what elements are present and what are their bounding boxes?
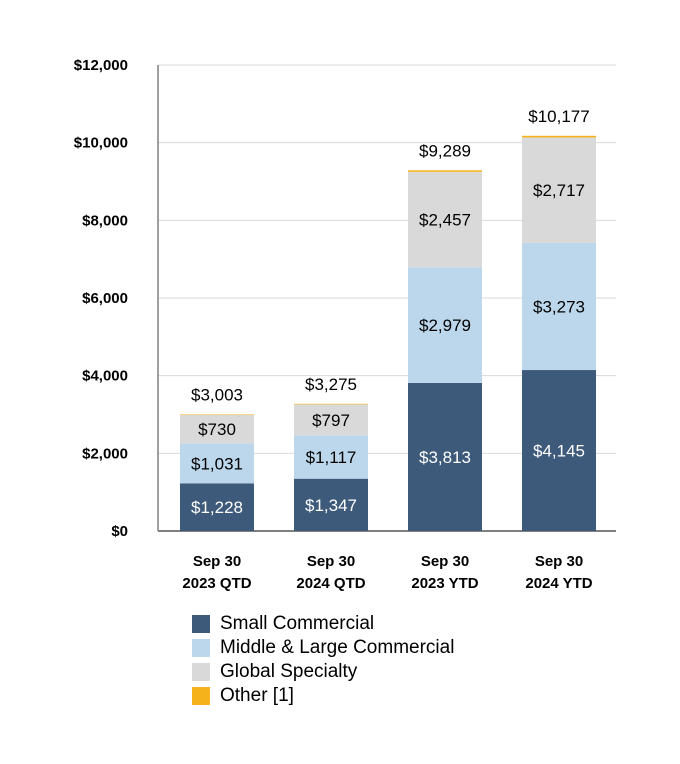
x-tick-label: Sep 30 [307, 553, 355, 570]
legend-label-small-commercial: Small Commercial [220, 613, 375, 634]
bar-segment [408, 382, 482, 531]
data-label: $2,979 [419, 316, 471, 335]
y-tick-label: $4,000 [82, 368, 128, 385]
legend-label-global-specialty: Global Specialty [220, 661, 358, 682]
data-label: $1,228 [191, 498, 243, 517]
data-label: $1,117 [306, 448, 357, 467]
data-label: $730 [198, 420, 236, 439]
legend-item-middle-large-commercial: Middle & Large Commercial [192, 636, 454, 660]
bar-segment [522, 242, 596, 371]
total-label: $3,275 [305, 375, 357, 394]
data-label: $2,457 [419, 211, 471, 230]
y-tick-label: $12,000 [74, 57, 128, 74]
legend-swatch-global-specialty [192, 663, 210, 681]
bar-segment [180, 414, 254, 444]
x-tick-label: Sep 30 [193, 553, 241, 570]
total-label: $10,177 [528, 107, 589, 126]
legend-label-other: Other [1] [220, 685, 294, 706]
data-label: $1,347 [305, 496, 357, 515]
bar-segment [408, 171, 482, 268]
x-tick-label: Sep 30 [421, 553, 469, 570]
data-label: $3,813 [419, 448, 471, 467]
bar-segment [180, 414, 254, 415]
bar-segment [294, 404, 368, 436]
x-tick-label: 2023 QTD [182, 575, 251, 592]
total-label: $3,003 [191, 385, 243, 404]
legend-swatch-other [192, 687, 210, 705]
bar-segment [294, 478, 368, 531]
data-label: $1,031 [191, 454, 243, 473]
bar-segment [522, 135, 596, 138]
bar-segment [180, 443, 254, 484]
y-tick-label: $10,000 [74, 135, 128, 152]
x-tick-label: Sep 30 [535, 553, 583, 570]
bar-segment [408, 267, 482, 383]
legend-label-middle-large-commercial: Middle & Large Commercial [220, 637, 455, 658]
data-label: $4,145 [533, 442, 585, 461]
x-tick-label: 2024 YTD [525, 575, 592, 592]
legend-item-small-commercial: Small Commercial [192, 612, 454, 636]
legend-item-other: Other [1] [192, 684, 454, 708]
x-tick-label: 2023 YTD [411, 575, 478, 592]
y-tick-label: $2,000 [82, 445, 128, 462]
chart-legend: Small Commercial Middle & Large Commerci… [192, 612, 454, 708]
y-tick-label: $6,000 [82, 290, 128, 307]
legend-item-global-specialty: Global Specialty [192, 660, 454, 684]
data-label: $2,717 [533, 181, 585, 200]
bar-segment [408, 170, 482, 172]
total-label: $9,289 [419, 141, 471, 160]
y-tick-label: $0 [111, 523, 128, 540]
bar-segment [522, 137, 596, 243]
data-label: $3,273 [533, 297, 585, 316]
bar-segment [294, 435, 368, 479]
data-label: $797 [312, 411, 350, 430]
y-tick-label: $8,000 [82, 212, 128, 229]
bar-segment [294, 403, 368, 405]
x-tick-label: 2024 QTD [296, 575, 365, 592]
legend-swatch-small-commercial [192, 615, 210, 633]
legend-swatch-middle-large-commercial [192, 639, 210, 657]
bar-segment [522, 370, 596, 531]
bar-segment [180, 483, 254, 531]
